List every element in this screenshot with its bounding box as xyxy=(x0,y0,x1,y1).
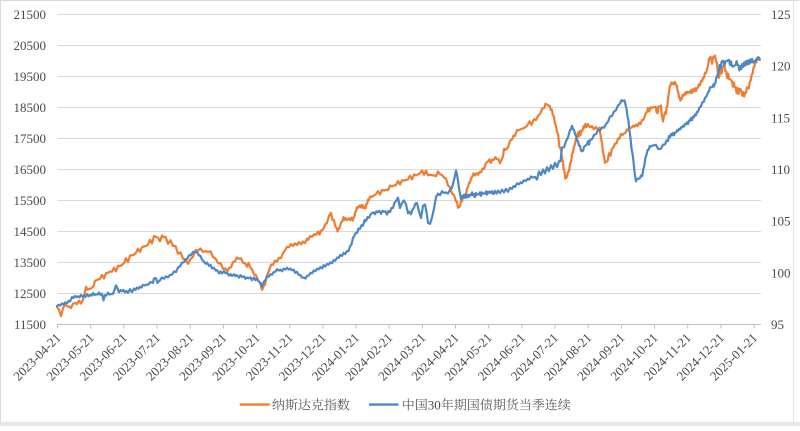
svg-text:3: 3 xyxy=(428,397,435,412)
svg-text:105: 105 xyxy=(771,214,791,229)
svg-text:100: 100 xyxy=(771,265,791,280)
svg-text:120: 120 xyxy=(771,59,791,74)
svg-text:16500: 16500 xyxy=(14,162,47,177)
svg-text:20500: 20500 xyxy=(14,38,47,53)
svg-text:14500: 14500 xyxy=(14,224,47,239)
svg-text:0: 0 xyxy=(434,397,441,412)
svg-text:17500: 17500 xyxy=(14,131,47,146)
svg-text:95: 95 xyxy=(771,317,784,332)
svg-text:21500: 21500 xyxy=(14,7,47,22)
svg-text:110: 110 xyxy=(771,162,790,177)
svg-text:125: 125 xyxy=(771,7,791,22)
svg-text:19500: 19500 xyxy=(14,69,47,84)
svg-text:15500: 15500 xyxy=(14,193,47,208)
svg-text:18500: 18500 xyxy=(14,100,47,115)
svg-text:115: 115 xyxy=(771,110,790,125)
svg-text:11500: 11500 xyxy=(14,317,46,332)
svg-text:13500: 13500 xyxy=(14,255,47,270)
svg-text:12500: 12500 xyxy=(14,286,47,301)
